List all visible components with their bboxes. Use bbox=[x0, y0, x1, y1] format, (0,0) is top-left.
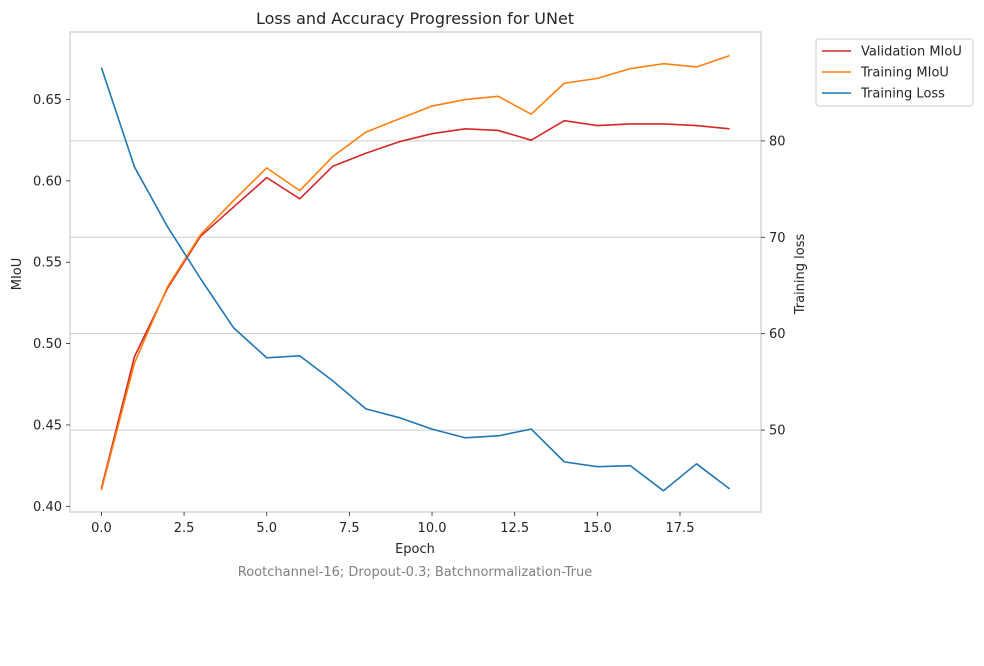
y-right-ticks: 50 60 70 80 bbox=[761, 134, 786, 439]
y-right-tick-label-3: 80 bbox=[769, 134, 786, 149]
x-tick-label-2: 5.0 bbox=[256, 521, 277, 536]
y-right-tick-label-0: 50 bbox=[769, 424, 786, 439]
x-tick-label-0: 0.0 bbox=[91, 521, 112, 536]
chart-title: Loss and Accuracy Progression for UNet bbox=[256, 9, 574, 28]
y-left-tick-label-4: 0.60 bbox=[33, 174, 62, 189]
x-tick-label-3: 7.5 bbox=[339, 521, 360, 536]
chart-subtitle: Rootchannel-16; Dropout-0.3; Batchnormal… bbox=[238, 565, 592, 580]
y-left-ticks: 0.40 0.45 0.50 0.55 0.60 0.65 bbox=[33, 93, 70, 515]
y-left-tick-label-3: 0.55 bbox=[33, 256, 62, 271]
y-left-tick-label-0: 0.40 bbox=[33, 500, 62, 515]
y-left-tick-label-2: 0.50 bbox=[33, 337, 62, 352]
y-right-axis-label: Training loss bbox=[793, 234, 808, 316]
y-left-axis-label: MIoU bbox=[10, 258, 25, 291]
x-tick-label-5: 12.5 bbox=[500, 521, 529, 536]
y-right-tick-label-1: 60 bbox=[769, 327, 786, 342]
legend: Validation MIoU Training MIoU Training Los… bbox=[815, 38, 974, 107]
x-tick-label-4: 10.0 bbox=[418, 521, 447, 536]
plot-frame bbox=[69, 31, 762, 513]
x-tick-label-6: 15.0 bbox=[583, 521, 612, 536]
legend-label-training-miou: Training MIoU bbox=[860, 66, 949, 81]
series-line-training-loss bbox=[100, 67, 731, 492]
legend-box bbox=[815, 38, 974, 107]
y-right-tick-label-2: 70 bbox=[769, 231, 786, 246]
series-line-validation-miou bbox=[100, 119, 730, 489]
x-tick-label-1: 2.5 bbox=[174, 521, 195, 536]
y-left-tick-label-1: 0.45 bbox=[33, 418, 62, 433]
legend-label-training-loss: Training Loss bbox=[860, 87, 945, 102]
x-axis-label: Epoch bbox=[395, 542, 435, 557]
x-ticks: 0.0 2.5 5.0 7.5 10.0 12.5 15.0 17.5 bbox=[91, 512, 694, 536]
series-line-training-miou bbox=[100, 54, 730, 491]
legend-label-validation-miou: Validation MIoU bbox=[861, 45, 962, 60]
y-left-tick-label-5: 0.65 bbox=[33, 93, 62, 108]
grid bbox=[70, 140, 761, 431]
series-lines bbox=[100, 54, 731, 492]
x-tick-label-7: 17.5 bbox=[666, 521, 695, 536]
